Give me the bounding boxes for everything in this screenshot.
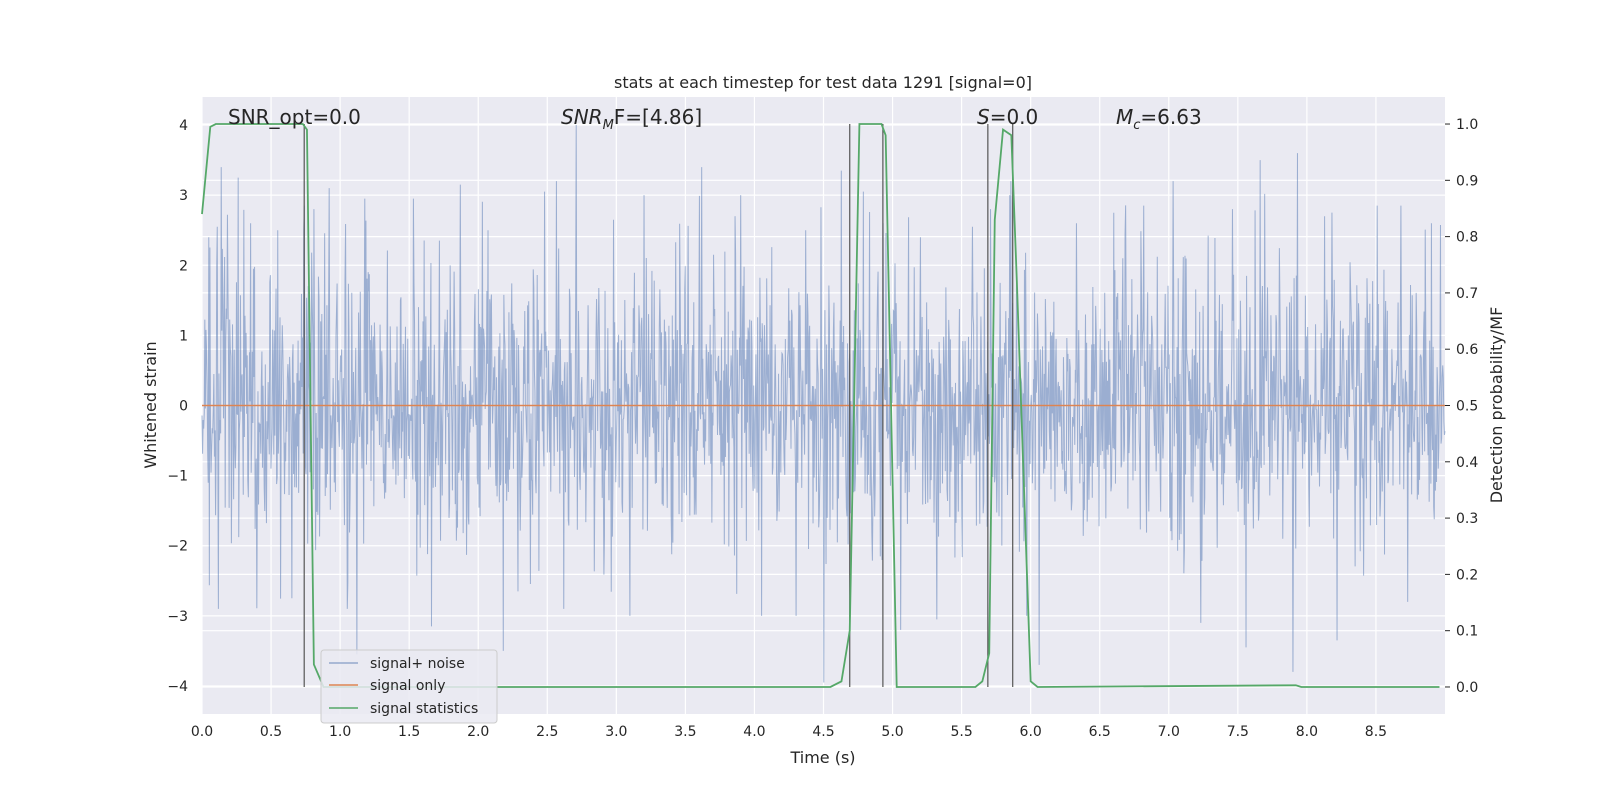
annotation-s: S=0.0 bbox=[977, 105, 1038, 129]
y2-tick-label: 0.9 bbox=[1456, 173, 1478, 189]
y2-tick-label: 0.4 bbox=[1456, 455, 1478, 471]
x-tick-label: 5.0 bbox=[881, 724, 903, 740]
x-tick-label: 2.5 bbox=[536, 724, 558, 740]
y2-axis-label: Detection probability/MF bbox=[1487, 307, 1506, 504]
annotation-mc-main: M bbox=[1116, 105, 1133, 129]
x-tick-label: 6.0 bbox=[1020, 724, 1042, 740]
y2-tick-label: 0.3 bbox=[1456, 511, 1478, 527]
x-tick-label: 7.5 bbox=[1227, 724, 1249, 740]
y2-tick-label: 0.2 bbox=[1456, 567, 1478, 583]
x-tick-label: 2.0 bbox=[467, 724, 489, 740]
x-tick-label: 7.0 bbox=[1158, 724, 1180, 740]
x-tick-label: 4.0 bbox=[743, 724, 765, 740]
x-tick-label: 1.5 bbox=[398, 724, 420, 740]
legend-label-signal-noise: signal+ noise bbox=[370, 656, 465, 672]
legend: signal+ noise signal only signal statist… bbox=[320, 649, 498, 724]
chart-title: stats at each timestep for test data 129… bbox=[614, 73, 1032, 92]
annotation-snr-mf-main: SNR bbox=[561, 105, 603, 129]
y-tick-label: −2 bbox=[167, 539, 188, 555]
y2-tick-label: 0.0 bbox=[1456, 680, 1478, 696]
signal-noise-series bbox=[201, 125, 1446, 683]
y2-tick-label: 0.8 bbox=[1456, 230, 1478, 246]
y-tick-label: −4 bbox=[167, 679, 188, 695]
annotation-mc-sub: c bbox=[1133, 118, 1140, 133]
y2-tick-label: 0.7 bbox=[1456, 286, 1478, 302]
signal-statistics-series bbox=[201, 123, 1440, 688]
annotation-s-main: S bbox=[977, 105, 990, 129]
signal-noise-line bbox=[201, 125, 1446, 683]
x-axis-ticks: 0.0 0.5 1.0 1.5 2.0 2.5 3.0 3.5 4.0 4.5 5.0 5.5 6.0 6… bbox=[191, 724, 1387, 740]
x-tick-label: 3.5 bbox=[674, 724, 696, 740]
signal-statistics-line bbox=[201, 123, 1440, 688]
y-tick-label: −3 bbox=[167, 609, 188, 625]
annotation-snr-mf-sub: M bbox=[603, 118, 614, 133]
y2-tick-label: 0.5 bbox=[1456, 399, 1478, 415]
y2-axis-ticks: 1.0 0.9 0.8 0.7 0.6 0.5 0.4 0.3 0.2 0.1 0.0 bbox=[1445, 117, 1478, 696]
x-tick-label: 1.0 bbox=[329, 724, 351, 740]
y-tick-label: −1 bbox=[167, 469, 188, 485]
x-tick-label: 0.0 bbox=[191, 724, 213, 740]
legend-box bbox=[320, 649, 498, 724]
y2-tick-label: 0.6 bbox=[1456, 342, 1478, 358]
annotation-mc-rest: =6.63 bbox=[1140, 105, 1201, 129]
y2-tick-label: 0.1 bbox=[1456, 624, 1478, 640]
y-axis-ticks: 4 3 2 1 0 −1 −2 −3 −4 bbox=[167, 118, 188, 695]
x-tick-label: 8.5 bbox=[1365, 724, 1387, 740]
annotation-mc: Mc=6.63 bbox=[1116, 105, 1202, 133]
legend-label-signal-statistics: signal statistics bbox=[370, 701, 478, 717]
x-tick-label: 6.5 bbox=[1089, 724, 1111, 740]
y-axis-label: Whitened strain bbox=[141, 341, 160, 468]
x-axis-label: Time (s) bbox=[789, 748, 855, 767]
x-tick-label: 0.5 bbox=[260, 724, 282, 740]
x-tick-label: 4.5 bbox=[812, 724, 834, 740]
annotation-snr-opt: SNR_opt=0.0 bbox=[228, 105, 361, 129]
annotation-snr-mf-rest: F=[4.86] bbox=[614, 105, 702, 129]
y-tick-label: 1 bbox=[179, 328, 188, 344]
x-tick-label: 8.0 bbox=[1296, 724, 1318, 740]
annotations: SNR_opt=0.0 SNRMF=[4.86] S=0.0 Mc=6.63 bbox=[228, 105, 1202, 133]
y2-tick-label: 1.0 bbox=[1456, 117, 1478, 133]
x-tick-label: 5.5 bbox=[950, 724, 972, 740]
annotation-s-rest: =0.0 bbox=[990, 105, 1039, 129]
legend-label-signal-only: signal only bbox=[370, 678, 445, 694]
y-tick-label: 3 bbox=[179, 188, 188, 204]
y-tick-label: 4 bbox=[179, 118, 188, 134]
annotation-snr-mf: SNRMF=[4.86] bbox=[561, 105, 702, 133]
x-tick-label: 3.0 bbox=[605, 724, 627, 740]
y-tick-label: 0 bbox=[179, 399, 188, 415]
y-tick-label: 2 bbox=[179, 258, 188, 274]
